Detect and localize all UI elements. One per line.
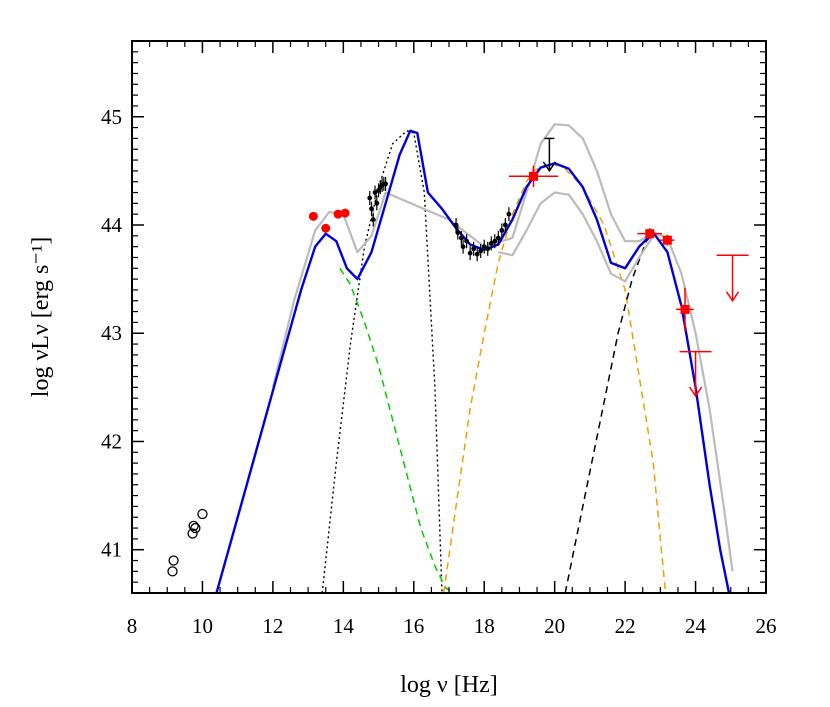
red-square-point — [529, 171, 539, 181]
points-layer — [167, 137, 749, 577]
black-data-point — [495, 235, 501, 241]
x-axis-label: log ν [Hz] — [400, 672, 498, 698]
open-circle-point — [187, 528, 198, 539]
series-line-solid-blue — [215, 129, 731, 593]
x-tick-label: 26 — [756, 614, 777, 638]
red-upper-limit-arrowhead — [725, 291, 740, 303]
black-data-point — [478, 248, 484, 254]
x-tick-label: 24 — [685, 614, 707, 638]
black-data-point — [481, 244, 487, 250]
red-square-point — [645, 229, 655, 239]
black-data-point — [455, 230, 461, 235]
red-square-point — [680, 304, 690, 314]
open-circle-point — [188, 520, 199, 532]
x-tick-label: 8 — [127, 614, 138, 638]
y-axis-label: log νLν [erg s⁻¹] — [28, 237, 54, 397]
x-tick-label: 14 — [333, 614, 355, 638]
black-data-point — [369, 206, 374, 212]
black-data-point — [485, 246, 491, 252]
red-square-point — [662, 235, 672, 245]
series-line-dashed-orange — [442, 164, 667, 593]
x-tick-label: 16 — [403, 614, 424, 638]
open-circle-point — [197, 508, 208, 520]
black-data-point — [499, 228, 505, 233]
red-dot-point — [321, 223, 331, 233]
black-data-point — [502, 222, 508, 228]
black-data-point — [374, 200, 380, 206]
series-line-dashed-green — [339, 267, 453, 593]
open-circle-point — [190, 522, 201, 534]
series-line-dotted-black — [321, 130, 443, 593]
x-tick-label: 18 — [474, 614, 495, 638]
x-tick-label: 22 — [615, 614, 636, 638]
axes-layer: 8 10 12 14 16 18 20 22 24 26 41 42 43 44 45 — [101, 41, 777, 638]
plot-frame — [131, 40, 767, 594]
black-data-point — [492, 238, 498, 244]
black-data-point — [464, 238, 470, 244]
x-tick-label: 12 — [262, 614, 283, 638]
red-dot-point — [308, 211, 318, 221]
open-circle-point — [168, 555, 179, 566]
y-tick-label: 44 — [101, 213, 123, 237]
black-data-point — [471, 246, 477, 252]
x-tick-label: 10 — [192, 614, 213, 638]
y-tick-label: 42 — [101, 429, 122, 453]
black-data-point — [467, 250, 473, 256]
series-layer — [215, 123, 734, 593]
black-data-point — [370, 217, 376, 222]
black-data-point — [460, 244, 466, 250]
y-tick-label: 41 — [101, 538, 122, 562]
red-dot-point — [333, 209, 343, 219]
black-upper-limit-arrowhead — [542, 161, 557, 173]
black-data-point — [474, 251, 480, 257]
black-data-point — [458, 235, 464, 241]
series-line-solid-grey-upper — [271, 123, 734, 572]
black-data-point — [367, 195, 373, 201]
series-line-solid-grey-lower — [498, 191, 655, 283]
black-data-point — [488, 241, 494, 246]
y-tick-label: 43 — [101, 321, 122, 345]
black-data-point — [372, 190, 378, 195]
y-tick-label: 45 — [101, 105, 122, 129]
red-upper-limit-arrowhead — [688, 386, 703, 398]
open-circle-point — [167, 566, 178, 577]
black-data-point — [383, 181, 388, 187]
red-dot-point — [340, 208, 350, 218]
series-line-dashed-black — [564, 233, 654, 593]
black-data-point — [506, 211, 512, 217]
x-tick-label: 20 — [544, 614, 565, 638]
